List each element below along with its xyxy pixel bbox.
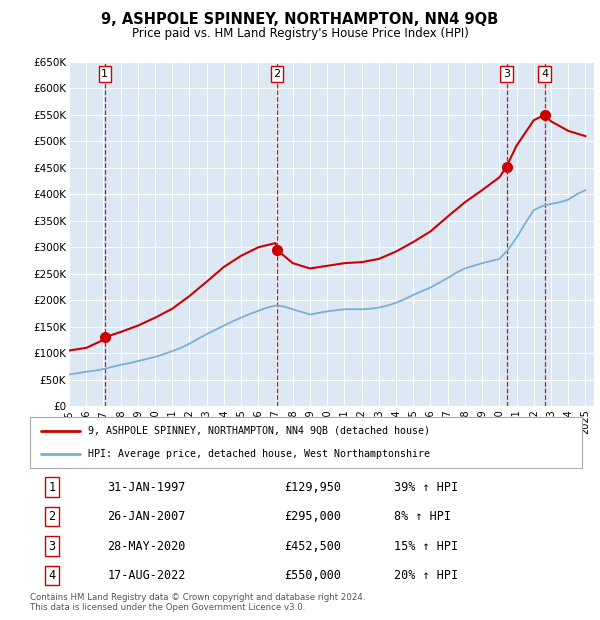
Text: 39% ↑ HPI: 39% ↑ HPI [394, 480, 458, 494]
Text: £550,000: £550,000 [284, 569, 341, 582]
Text: £129,950: £129,950 [284, 480, 341, 494]
Text: 9, ASHPOLE SPINNEY, NORTHAMPTON, NN4 9QB: 9, ASHPOLE SPINNEY, NORTHAMPTON, NN4 9QB [101, 12, 499, 27]
Text: 9, ASHPOLE SPINNEY, NORTHAMPTON, NN4 9QB (detached house): 9, ASHPOLE SPINNEY, NORTHAMPTON, NN4 9QB… [88, 426, 430, 436]
Text: 8% ↑ HPI: 8% ↑ HPI [394, 510, 451, 523]
Text: 3: 3 [503, 69, 510, 79]
Text: £452,500: £452,500 [284, 539, 341, 552]
Text: Price paid vs. HM Land Registry's House Price Index (HPI): Price paid vs. HM Land Registry's House … [131, 27, 469, 40]
Text: 15% ↑ HPI: 15% ↑ HPI [394, 539, 458, 552]
Text: 26-JAN-2007: 26-JAN-2007 [107, 510, 185, 523]
Text: HPI: Average price, detached house, West Northamptonshire: HPI: Average price, detached house, West… [88, 450, 430, 459]
Text: 31-JAN-1997: 31-JAN-1997 [107, 480, 185, 494]
Text: 4: 4 [541, 69, 548, 79]
Text: 20% ↑ HPI: 20% ↑ HPI [394, 569, 458, 582]
Text: 2: 2 [274, 69, 280, 79]
Text: 28-MAY-2020: 28-MAY-2020 [107, 539, 185, 552]
Text: 1: 1 [101, 69, 109, 79]
Text: 4: 4 [49, 569, 56, 582]
Text: 3: 3 [49, 539, 56, 552]
Text: 1: 1 [49, 480, 56, 494]
Text: 17-AUG-2022: 17-AUG-2022 [107, 569, 185, 582]
Text: Contains HM Land Registry data © Crown copyright and database right 2024.
This d: Contains HM Land Registry data © Crown c… [30, 593, 365, 612]
Text: 2: 2 [49, 510, 56, 523]
Text: £295,000: £295,000 [284, 510, 341, 523]
